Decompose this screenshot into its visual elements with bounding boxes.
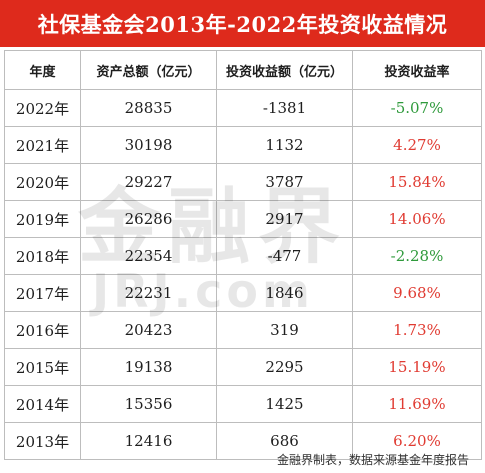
assets-cell: 26286 — [80, 200, 217, 238]
year-cell: 2019年 — [4, 200, 81, 238]
assets-cell: 22354 — [80, 237, 217, 275]
rate-cell: 6.20% — [352, 422, 482, 460]
income-cell: 2917 — [216, 200, 353, 238]
rate-cell: 15.84% — [352, 163, 482, 201]
year-cell: 2015年 — [4, 348, 81, 386]
income-cell: -1381 — [216, 89, 353, 127]
table-row: 2017年 22231 1846 9.68% — [4, 274, 482, 312]
year-cell: 2016年 — [4, 311, 81, 349]
investment-table: 年度 资产总额（亿元） 投资收益额（亿元） 投资收益率 2022年 28835 -1… — [4, 50, 482, 460]
assets-cell: 19138 — [80, 348, 217, 386]
income-cell: 3787 — [216, 163, 353, 201]
table-row: 2018年 22354 -477 -2.28% — [4, 237, 482, 275]
table-row: 2021年 30198 1132 4.27% — [4, 126, 482, 164]
assets-cell: 30198 — [80, 126, 217, 164]
rate-cell: -2.28% — [352, 237, 482, 275]
income-cell: 1132 — [216, 126, 353, 164]
income-cell: 2295 — [216, 348, 353, 386]
rate-cell: 14.06% — [352, 200, 482, 238]
year-cell: 2021年 — [4, 126, 81, 164]
rate-cell: 1.73% — [352, 311, 482, 349]
table-row: 2020年 29227 3787 15.84% — [4, 163, 482, 201]
table-row: 2014年 15356 1425 11.69% — [4, 385, 482, 423]
chart-title: 社保基金会2013年-2022年投资收益情况 — [0, 0, 485, 47]
table-row: 2019年 26286 2917 14.06% — [4, 200, 482, 238]
assets-cell: 12416 — [80, 422, 217, 460]
assets-cell: 15356 — [80, 385, 217, 423]
rate-cell: -5.07% — [352, 89, 482, 127]
assets-cell: 20423 — [80, 311, 217, 349]
year-cell: 2013年 — [4, 422, 81, 460]
income-cell: -477 — [216, 237, 353, 275]
year-cell: 2018年 — [4, 237, 81, 275]
header-rate: 投资收益率 — [352, 50, 482, 90]
table-row: 2015年 19138 2295 15.19% — [4, 348, 482, 386]
table-row: 2022年 28835 -1381 -5.07% — [4, 89, 482, 127]
table-header-row: 年度 资产总额（亿元） 投资收益额（亿元） 投资收益率 — [4, 50, 482, 90]
source-note: 金融界制表，数据来源基金年度报告 — [276, 453, 469, 467]
rate-cell: 15.19% — [352, 348, 482, 386]
assets-cell: 28835 — [80, 89, 217, 127]
rate-cell: 4.27% — [352, 126, 482, 164]
year-cell: 2014年 — [4, 385, 81, 423]
header-assets: 资产总额（亿元） — [80, 50, 217, 90]
table-body: 2022年 28835 -1381 -5.07% 2021年 30198 1132 4.27%… — [4, 89, 482, 460]
year-cell: 2020年 — [4, 163, 81, 201]
header-income: 投资收益额（亿元） — [216, 50, 353, 90]
income-cell: 1425 — [216, 385, 353, 423]
rate-cell: 11.69% — [352, 385, 482, 423]
assets-cell: 29227 — [80, 163, 217, 201]
rate-cell: 9.68% — [352, 274, 482, 312]
year-cell: 2017年 — [4, 274, 81, 312]
table-row: 2013年 12416 686 6.20% — [4, 422, 482, 460]
income-cell: 1846 — [216, 274, 353, 312]
income-cell: 319 — [216, 311, 353, 349]
year-cell: 2022年 — [4, 89, 81, 127]
header-year: 年度 — [4, 50, 81, 90]
table-row: 2016年 20423 319 1.73% — [4, 311, 482, 349]
assets-cell: 22231 — [80, 274, 217, 312]
